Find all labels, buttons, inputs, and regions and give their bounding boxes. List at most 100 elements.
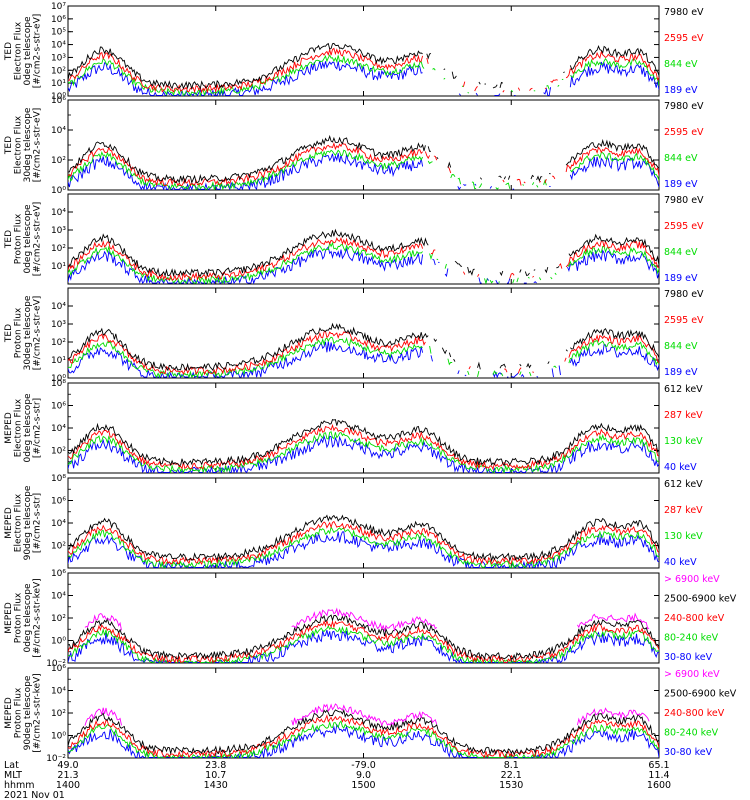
legend-entry: 80-240 keV xyxy=(664,633,719,644)
legend-entry: 130 keV xyxy=(664,436,703,447)
y-axis-label: MEPEDProton Flux0deg telescope[#/cm2-s-s… xyxy=(4,578,43,657)
y-tick-label: 10⁴ xyxy=(51,424,66,434)
x-tick-hhmm: 1530 xyxy=(499,780,523,791)
y-tick-label: 10⁴ xyxy=(51,302,66,312)
series-line-green xyxy=(68,54,659,96)
y-axis-label: TEDProton Flux0deg telescope[#/cm2-s-str… xyxy=(4,202,43,277)
chart-panel-1: 10⁰ 10¹ 10² 10³ 10⁴ 10⁵ 10⁶ 10⁷ TEDElectron Flux… xyxy=(4,2,704,102)
legend-entry: 189 eV xyxy=(664,273,698,284)
y-tick-label: 10⁴ xyxy=(51,41,66,51)
y-tick-label: 10⁵ xyxy=(51,28,66,38)
y-tick-label: 10⁶ xyxy=(51,402,66,412)
series-line-green xyxy=(68,336,659,378)
x-tick-mlt: 10.7 xyxy=(205,770,226,781)
series-line-green xyxy=(68,149,659,190)
y-tick-label: 10² xyxy=(51,244,66,254)
y-tick-label: 10⁴ xyxy=(51,519,66,529)
legend-entry: 80-240 keV xyxy=(664,728,719,739)
series-line-blue xyxy=(68,60,659,96)
legend-entry: 2595 eV xyxy=(664,315,704,326)
trace-group xyxy=(68,322,659,378)
series-line-magenta xyxy=(84,607,650,632)
y-tick-label: 10² xyxy=(51,156,66,166)
y-tick-label: 10⁸ xyxy=(51,379,66,389)
y-axis-label: TEDElectron Flux0deg telescope[#/cm2-s-s… xyxy=(4,14,43,89)
legend-entry: 612 keV xyxy=(664,479,703,490)
x-tick-hhmm: 1600 xyxy=(647,780,671,791)
y-tick-label: 10⁷ xyxy=(51,2,66,12)
y-tick-label: 10⁶ xyxy=(51,664,66,674)
x-tick-lat: 23.8 xyxy=(205,760,226,771)
x-tick-lat: 49.0 xyxy=(57,760,78,771)
y-tick-label: 10¹ xyxy=(51,262,66,272)
y-tick-label: 10² xyxy=(51,614,66,624)
trace-group xyxy=(68,228,659,284)
y-tick-label: 10⁴ xyxy=(51,687,66,697)
y-tick-label: 10¹ xyxy=(51,356,66,366)
y-axis-label: MEPEDElectron Flux0deg telescope[#/cm2-s… xyxy=(4,393,43,463)
legend-entry: 2500-6900 keV xyxy=(664,594,737,605)
y-tick-label: 10⁶ xyxy=(51,569,66,579)
y-tick-label: 10⁰ xyxy=(51,374,66,384)
y-axis-label: TEDProton Flux30deg telescope[#/cm2-s-st… xyxy=(4,295,43,370)
y-tick-label: 10⁻² xyxy=(46,754,66,764)
legend-entry: 130 keV xyxy=(664,531,703,542)
series-line-green xyxy=(68,241,659,284)
y-tick-label: 10² xyxy=(51,66,66,76)
series-line-black xyxy=(68,228,659,278)
series-line-blue xyxy=(68,531,659,568)
legend-entry: 30-80 keV xyxy=(664,652,713,663)
trace-group xyxy=(68,134,659,190)
y-axis-label: TEDElectron Flux30deg telescope[#/cm2-s-… xyxy=(4,107,43,182)
series-line-black xyxy=(68,134,659,185)
x-tick-hhmm: 1430 xyxy=(204,780,228,791)
y-tick-label: 10² xyxy=(51,542,66,552)
y-tick-label: 10⁰ xyxy=(51,732,66,742)
legend-entry: 844 eV xyxy=(664,59,698,70)
series-line-red xyxy=(68,520,659,566)
y-axis-label: MEPEDElectron Flux90deg telescope[#/cm2-… xyxy=(4,485,43,560)
series-line-black xyxy=(68,614,659,661)
chart-panel-3: 10¹ 10² 10³ 10⁴ TEDProton Flux0deg telescope… xyxy=(4,193,704,285)
y-tick-label: 10¹ xyxy=(51,79,66,89)
legend-entry: 287 keV xyxy=(664,505,703,516)
series-line-red xyxy=(68,141,659,187)
y-tick-label: 10² xyxy=(51,447,66,457)
series-line-blue xyxy=(68,341,659,378)
legend-entry: 7980 eV xyxy=(664,289,704,300)
y-tick-label: 10⁶ xyxy=(51,497,66,507)
x-tick-lat: -79.0 xyxy=(351,760,376,771)
chart-panel-8: 10⁻² 10⁰ 10² 10⁴ 10⁶ MEPEDProton Flux90deg te… xyxy=(4,664,737,764)
trace-group xyxy=(68,703,659,758)
y-tick-label: 10⁶ xyxy=(51,15,66,25)
series-line-red xyxy=(68,330,659,376)
trace-group xyxy=(68,514,659,568)
chart-panel-7: 10⁻² 10⁰ 10² 10⁴ 10⁶ MEPEDProton Flux0deg tel… xyxy=(4,569,737,669)
x-tick-lat: 65.1 xyxy=(648,760,669,771)
series-line-blue xyxy=(68,153,659,190)
x-row-label: hhmm xyxy=(4,780,35,791)
y-tick-label: 10⁰ xyxy=(51,92,66,102)
series-line-red xyxy=(68,236,659,281)
legend-entry: 844 eV xyxy=(664,247,698,258)
x-tick-mlt: 9.0 xyxy=(356,770,371,781)
legend-entry: > 6900 keV xyxy=(664,669,720,680)
legend-entry: 240-800 keV xyxy=(664,708,725,719)
y-tick-label: 10² xyxy=(51,709,66,719)
y-tick-label: 10⁴ xyxy=(51,592,66,602)
legend-entry: 30-80 keV xyxy=(664,747,713,758)
legend-entry: 240-800 keV xyxy=(664,613,725,624)
series-line-blue xyxy=(68,629,659,663)
x-tick-mlt: 21.3 xyxy=(57,770,78,781)
y-tick-label: 10⁴ xyxy=(51,208,66,218)
legend-entry: 189 eV xyxy=(664,179,698,190)
x-tick-mlt: 22.1 xyxy=(501,770,522,781)
y-tick-label: 10⁰ xyxy=(51,186,66,196)
series-line-magenta xyxy=(84,703,650,727)
legend-entry: 2595 eV xyxy=(664,127,704,138)
series-line-black xyxy=(68,322,659,372)
y-tick-label: 10³ xyxy=(51,226,66,236)
